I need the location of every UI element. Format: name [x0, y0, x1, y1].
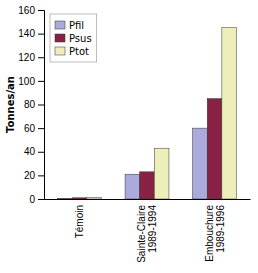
y-tick-label: 80 [24, 99, 36, 110]
x-tick-label: Témoin [74, 205, 85, 238]
x-tick: Embouchure1989-1996 [204, 205, 226, 262]
y-axis: 0 20 40 60 80 100 120 140 160 [18, 5, 44, 205]
y-tick-mark [38, 57, 44, 58]
y-tick-label: 0 [29, 194, 35, 205]
bar [58, 198, 73, 199]
legend-swatch [55, 21, 65, 29]
y-tick-mark [38, 199, 44, 200]
bar [154, 148, 169, 199]
bar [193, 128, 208, 199]
legend-label: Pfil [69, 20, 84, 31]
bar [207, 99, 222, 199]
x-axis-line [45, 199, 251, 200]
y-tick-label: 120 [18, 52, 35, 63]
bar [125, 174, 140, 199]
bar [140, 172, 155, 199]
y-tick: 80 [24, 99, 44, 110]
y-tick: 20 [24, 170, 44, 181]
y-tick-mark [38, 105, 44, 106]
legend-item: Pfil [55, 20, 84, 31]
legend: Pfil Psus Ptot [50, 14, 97, 62]
bar-series [72, 99, 222, 199]
y-axis-line [38, 11, 45, 200]
y-axis-title: Tonnes/an [5, 76, 16, 133]
x-axis: Témoin Sainte-Claire1989-1994 Embouchure19… [45, 200, 251, 263]
y-tick-mark [38, 128, 44, 129]
plot: 0 20 40 60 80 100 120 140 160 Témoin Sainte-Claire… [18, 5, 250, 263]
legend-box [50, 14, 97, 62]
y-tick-mark [38, 175, 44, 176]
y-tick: 40 [24, 146, 44, 157]
x-tick-label: Sainte-Claire1989-1994 [136, 205, 158, 263]
y-tick-label: 160 [18, 5, 35, 16]
bar [72, 198, 87, 199]
y-tick-label: 20 [24, 170, 36, 181]
bar [87, 198, 102, 199]
y-tick-mark [38, 10, 44, 11]
y-tick-label: 40 [24, 146, 36, 157]
y-tick-mark [38, 81, 44, 82]
x-tick: Sainte-Claire1989-1994 [136, 205, 158, 263]
bars [58, 28, 237, 199]
y-tick-label: 60 [24, 123, 36, 134]
legend-label: Psus [69, 33, 92, 44]
x-tick-label: Embouchure1989-1996 [204, 205, 226, 262]
legend-item: Psus [55, 33, 92, 44]
bar-series [58, 128, 208, 199]
y-tick: 0 [29, 194, 44, 205]
y-tick: 120 [18, 52, 44, 63]
y-tick: 140 [18, 28, 44, 39]
y-tick-label: 100 [18, 76, 35, 87]
y-tick: 100 [18, 76, 44, 87]
y-tick: 60 [24, 123, 44, 134]
y-tick-mark [38, 34, 44, 35]
bar-series [87, 28, 237, 199]
chart: 0 20 40 60 80 100 120 140 160 Témoin Sainte-Claire… [0, 0, 258, 273]
y-tick-mark [38, 152, 44, 153]
y-tick: 160 [18, 5, 44, 16]
bar [222, 28, 237, 199]
x-tick: Témoin [74, 205, 85, 238]
legend-swatch [55, 34, 65, 42]
legend-label: Ptot [69, 46, 89, 57]
legend-item: Ptot [55, 46, 89, 57]
y-tick-label: 140 [18, 28, 35, 39]
legend-swatch [55, 47, 65, 55]
